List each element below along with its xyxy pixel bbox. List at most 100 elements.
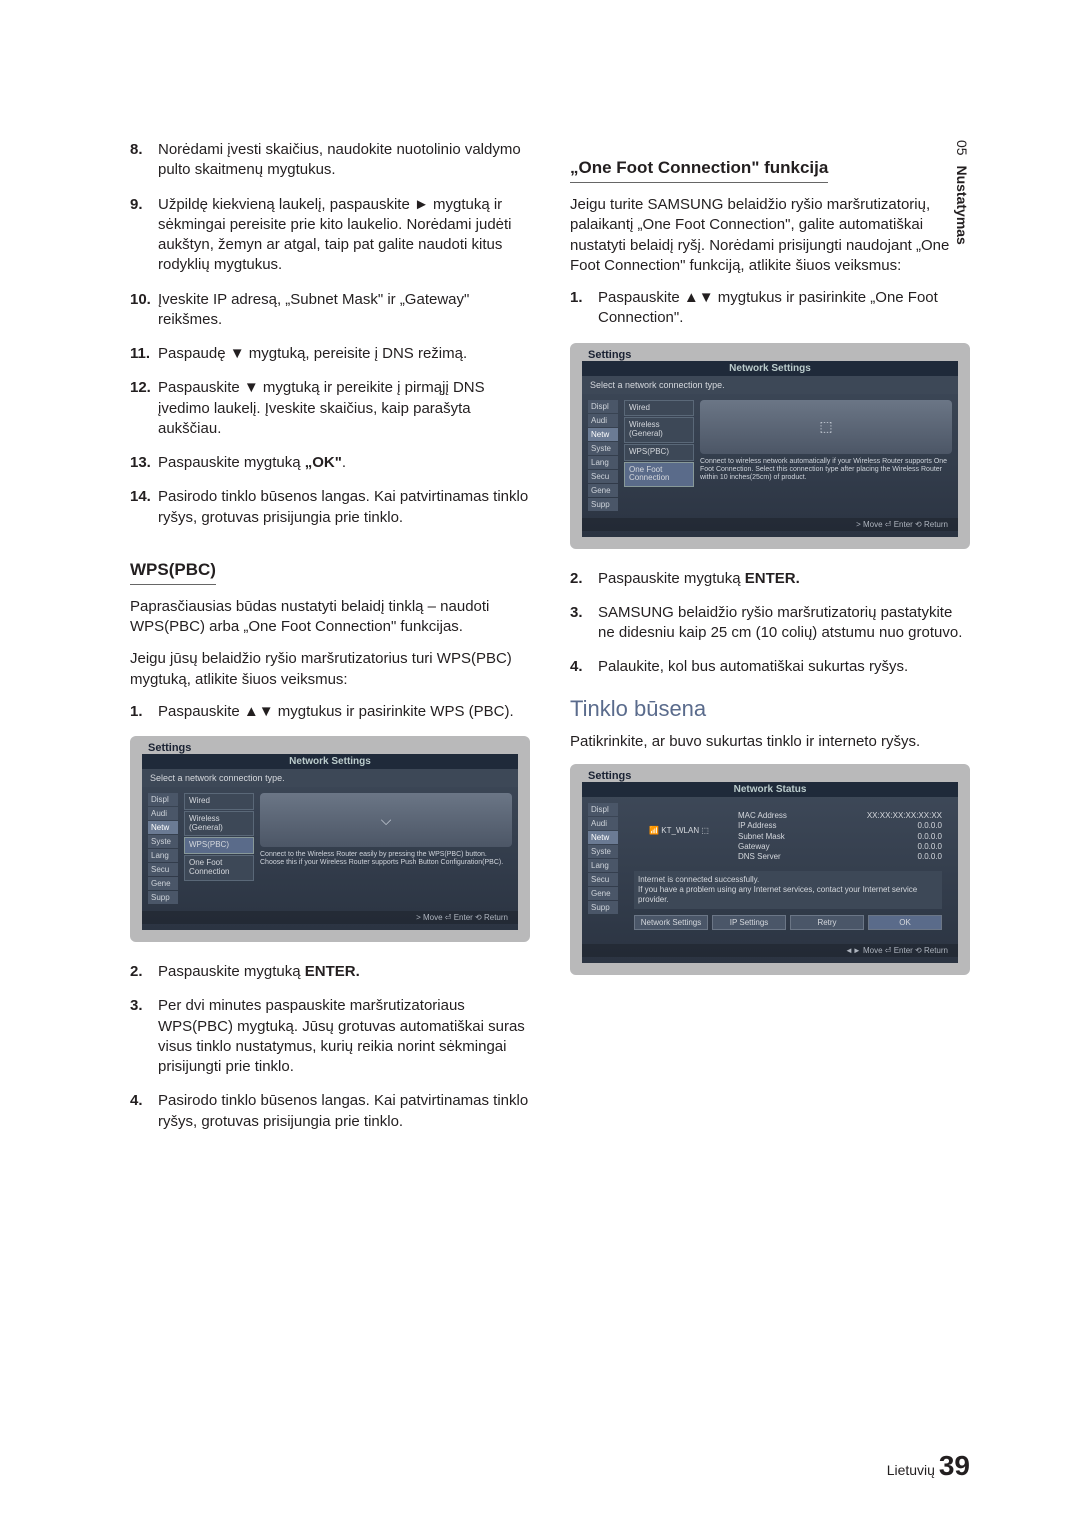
ofc-paragraph: Jeigu turite SAMSUNG belaidžio ryšio mar… — [570, 195, 970, 276]
sidebar-item: Lang — [588, 859, 618, 872]
list-item: 13.Paspauskite mygtuką „OK". — [130, 453, 530, 473]
panel-instruction: Select a network connection type. — [582, 376, 958, 394]
sidebar-item: Displ — [148, 793, 178, 806]
panel-footer: > Move ⏎ Enter ⟲ Return — [582, 518, 958, 531]
panel-inner-title: Network Status — [582, 782, 958, 797]
panel-footer: > Move ⏎ Enter ⟲ Return — [142, 911, 518, 924]
panel-sidebar: DisplAudiNetwSysteLangSecuGeneSupp — [588, 803, 618, 938]
step-number: 9. — [130, 195, 158, 276]
step-number: 11. — [130, 344, 158, 364]
sidebar-item: Audi — [588, 817, 618, 830]
wps-step1-list: 1. Paspauskite ▲▼ mygtukus ir pasirinkit… — [130, 702, 530, 722]
sidebar-item: Supp — [148, 891, 178, 904]
sidebar-item: Netw — [148, 821, 178, 834]
list-item: 8.Norėdami įvesti skaičius, naudokite nu… — [130, 140, 530, 181]
connection-option[interactable]: Wireless (General) — [624, 417, 694, 443]
sidebar-item: Lang — [148, 849, 178, 862]
sidebar-item: Syste — [588, 845, 618, 858]
status-heading: Tinklo būsena — [570, 696, 970, 722]
list-item: 12.Paspauskite ▼ mygtuką ir pereikite į … — [130, 378, 530, 439]
connection-option[interactable]: WPS(PBC) — [184, 837, 254, 854]
chapter-label: Nustatymas — [954, 165, 970, 244]
list-item: 3.SAMSUNG belaidžio ryšio maršrutizatori… — [570, 603, 970, 644]
footer-lang: Lietuvių — [887, 1462, 935, 1478]
settings-panel-ofc: Settings Network Settings Select a netwo… — [570, 343, 970, 549]
settings-panel-status: Settings Network Status DisplAudiNetwSys… — [570, 764, 970, 975]
sidebar-item: Lang — [588, 456, 618, 469]
step-text: Paspauskite ▲▼ mygtukus ir pasirinkite „… — [598, 288, 970, 329]
left-column: 8.Norėdami įvesti skaičius, naudokite nu… — [130, 140, 530, 1146]
list-item: 9.Užpildę kiekvieną laukelį, paspauskite… — [130, 195, 530, 276]
status-row: Subnet Mask0.0.0.0 — [738, 832, 942, 842]
panel-sidebar: DisplAudiNetwSysteLangSecuGeneSupp — [148, 793, 178, 905]
sidebar-item: Secu — [588, 873, 618, 886]
panel-title: Settings — [582, 347, 958, 361]
sidebar-item: Supp — [588, 498, 618, 511]
step-number: 4. — [570, 657, 598, 677]
option-description: Connect to the Wireless Router easily by… — [260, 851, 512, 867]
step-number: 14. — [130, 487, 158, 528]
status-button[interactable]: Network Settings — [634, 915, 708, 930]
panel-instruction: Select a network connection type. — [142, 769, 518, 787]
steps-list-1: 8.Norėdami įvesti skaičius, naudokite nu… — [130, 140, 530, 528]
panel-footer: ◄► Move ⏎ Enter ⟲ Return — [582, 944, 958, 957]
option-description: Connect to wireless network automaticall… — [700, 458, 952, 482]
sidebar-item: Netw — [588, 428, 618, 441]
wps-paragraph-2: Jeigu jūsų belaidžio ryšio maršrutizator… — [130, 649, 530, 690]
status-paragraph: Patikrinkite, ar buvo sukurtas tinklo ir… — [570, 732, 970, 752]
status-button[interactable]: IP Settings — [712, 915, 786, 930]
steps-list-2: 2.Paspauskite mygtuką ENTER.3.Per dvi mi… — [130, 962, 530, 1132]
step-number: 3. — [570, 603, 598, 644]
connection-option[interactable]: Wired — [184, 793, 254, 810]
connection-option[interactable]: One Foot Connection — [184, 855, 254, 881]
step-number: 2. — [130, 962, 158, 982]
list-item: 10.Įveskite IP adresą, „Subnet Mask" ir … — [130, 290, 530, 331]
chapter-number: 05 — [954, 140, 970, 156]
connection-option[interactable]: Wireless (General) — [184, 811, 254, 837]
step-text: Paspauskite ▼ mygtuką ir pereikite į pir… — [158, 378, 530, 439]
connection-illustration: ⌵ — [260, 793, 512, 847]
step-text: Užpildę kiekvieną laukelį, paspauskite ►… — [158, 195, 530, 276]
sidebar-item: Secu — [148, 863, 178, 876]
connection-option[interactable]: WPS(PBC) — [624, 444, 694, 461]
list-item: 1. Paspauskite ▲▼ mygtukus ir pasirinkit… — [570, 288, 970, 329]
sidebar-item: Displ — [588, 803, 618, 816]
step-text: Norėdami įvesti skaičius, naudokite nuot… — [158, 140, 530, 181]
step-number: 1. — [570, 288, 598, 329]
ofc-heading: „One Foot Connection" funkcija — [570, 158, 828, 183]
step-text: Paspauskite mygtuką „OK". — [158, 453, 530, 473]
list-item: 4.Pasirodo tinklo būsenos langas. Kai pa… — [130, 1091, 530, 1132]
sidebar-item: Gene — [588, 484, 618, 497]
step-text: Paspaudę ▼ mygtuką, pereisite į DNS reži… — [158, 344, 530, 364]
list-item: 1. Paspauskite ▲▼ mygtukus ir pasirinkit… — [130, 702, 530, 722]
step-text: Paspauskite mygtuką ENTER. — [158, 962, 530, 982]
wps-heading: WPS(PBC) — [130, 560, 216, 585]
panel-title: Settings — [142, 740, 518, 754]
step-number: 8. — [130, 140, 158, 181]
sidebar-item: Syste — [588, 442, 618, 455]
list-item: 14.Pasirodo tinklo būsenos langas. Kai p… — [130, 487, 530, 528]
wps-paragraph-1: Paprasčiausias būdas nustatyti belaidį t… — [130, 597, 530, 638]
step-number: 10. — [130, 290, 158, 331]
status-grid: MAC AddressXX:XX:XX:XX:XX:XXIP Address0.… — [738, 811, 942, 863]
status-row: IP Address0.0.0.0 — [738, 821, 942, 831]
sidebar-item: Secu — [588, 470, 618, 483]
status-row: MAC AddressXX:XX:XX:XX:XX:XX — [738, 811, 942, 821]
connection-illustration: ⬚ — [700, 400, 952, 454]
sidebar-item: Audi — [588, 414, 618, 427]
step-text: Paspauskite mygtuką ENTER. — [598, 569, 970, 589]
option-list: WiredWireless (General)WPS(PBC)One Foot … — [184, 793, 254, 905]
ofc-step1-list: 1. Paspauskite ▲▼ mygtukus ir pasirinkit… — [570, 288, 970, 329]
step-number: 2. — [570, 569, 598, 589]
sidebar-item: Audi — [148, 807, 178, 820]
sidebar-item: Gene — [148, 877, 178, 890]
panel-title: Settings — [582, 768, 958, 782]
sidebar-item: Supp — [588, 901, 618, 914]
panel-inner-title: Network Settings — [582, 361, 958, 376]
connection-option[interactable]: One Foot Connection — [624, 462, 694, 488]
status-button[interactable]: Retry — [790, 915, 864, 930]
status-button[interactable]: OK — [868, 915, 942, 930]
status-message: Internet is connected successfully.If yo… — [634, 871, 942, 909]
step-number: 3. — [130, 996, 158, 1077]
connection-option[interactable]: Wired — [624, 400, 694, 417]
